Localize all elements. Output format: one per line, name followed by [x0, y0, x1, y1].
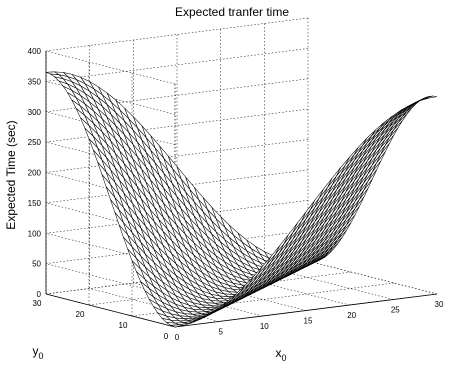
grid-line: [264, 266, 394, 300]
y-axis-label: y0: [32, 344, 43, 361]
x-tick-label: 25: [391, 306, 400, 315]
z-tick-label: 250: [28, 138, 42, 147]
z-tick-label: 400: [28, 47, 42, 56]
x-tick-label: 15: [304, 317, 313, 326]
x-tick-label: 5: [218, 328, 223, 337]
x-tick-label: 10: [260, 322, 269, 331]
box-edge: [307, 260, 438, 295]
x-axis-label-main: x: [275, 346, 281, 360]
surface-mesh: [45, 71, 438, 328]
grid-line: [45, 50, 176, 85]
z-tick-label: 100: [28, 229, 42, 238]
x-axis-line: [174, 293, 438, 328]
z-tick-label: 0: [37, 290, 42, 299]
z-tick-label: 200: [28, 169, 42, 178]
y-tick-label: 30: [33, 299, 42, 308]
x-tick-label: 30: [435, 300, 444, 309]
y-tick-label: 0: [164, 332, 169, 341]
tick-labels: 0501001502002503003504000510152025300102…: [28, 47, 444, 342]
svg-text:y0: y0: [32, 344, 43, 361]
y-axis-line: [45, 293, 176, 328]
z-tick-label: 350: [28, 77, 42, 86]
z-axis-label: Expected Time (sec): [4, 120, 18, 229]
z-tick-label: 50: [32, 260, 41, 269]
y-axis-label-sub: 0: [38, 351, 43, 361]
surface-patch: [415, 97, 429, 103]
y-axis-label-main: y: [32, 344, 38, 358]
x-tick-label: 0: [175, 333, 180, 342]
chart-title: Expected tranfer time: [175, 5, 289, 19]
x-axis-label-sub: 0: [281, 353, 286, 363]
axes-box: [45, 51, 438, 328]
z-tick-label: 150: [28, 199, 42, 208]
grid-line: [220, 271, 350, 306]
surface-patch: [423, 95, 438, 99]
y-tick-label: 20: [76, 310, 85, 319]
x-tick-label: 20: [347, 311, 356, 320]
x-axis-label: x0: [275, 346, 286, 363]
z-tick-label: 300: [28, 108, 42, 117]
y-tick-label: 10: [119, 321, 128, 330]
svg-text:x0: x0: [275, 346, 286, 363]
